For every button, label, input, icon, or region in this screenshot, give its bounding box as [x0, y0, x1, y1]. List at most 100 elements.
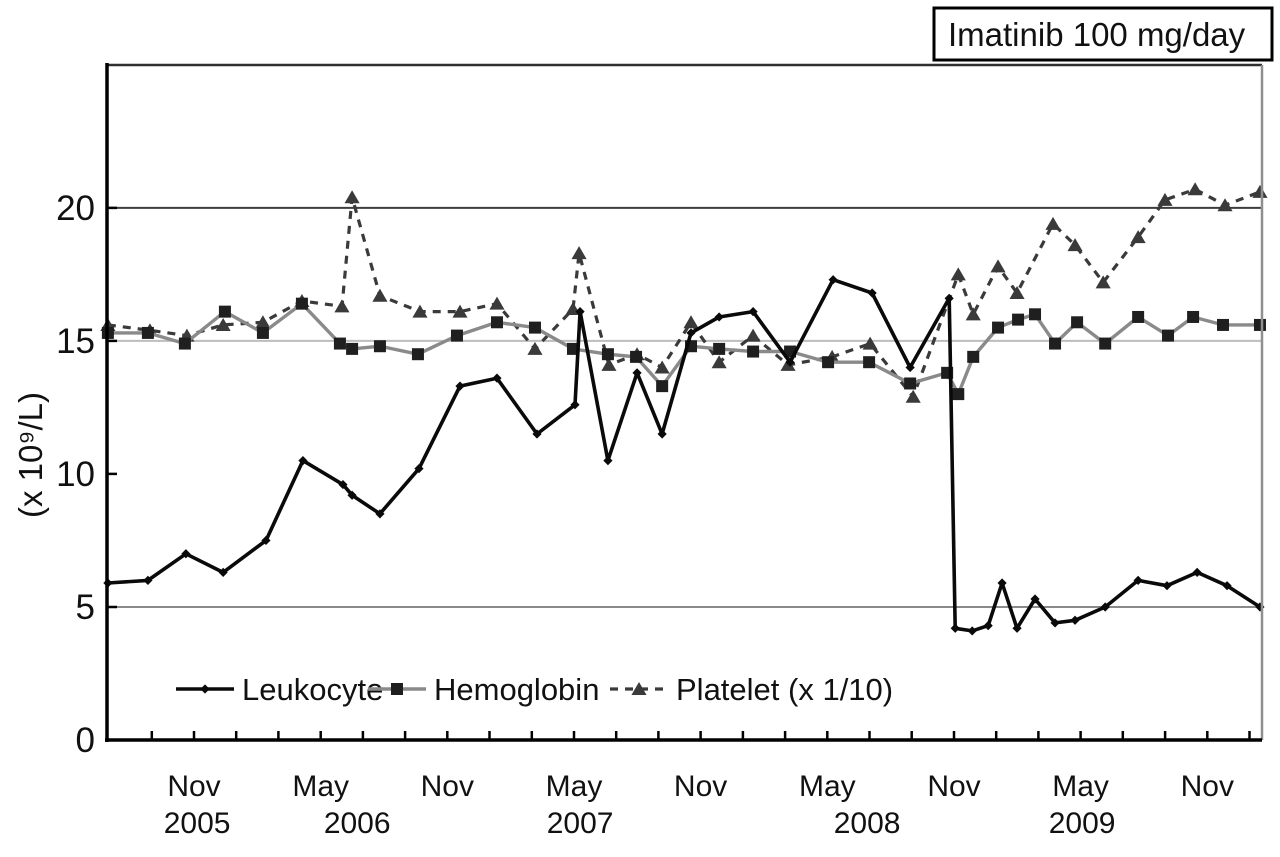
hemoglobin-point — [601, 348, 614, 361]
leukocyte-point — [967, 626, 977, 636]
leukocyte-point — [828, 275, 838, 285]
dose-annotation-box: Imatinib 100 mg/day — [932, 6, 1274, 62]
hemoglobin-point — [1012, 313, 1025, 326]
hemoglobin-point — [1029, 308, 1042, 321]
y-tick-label: 10 — [56, 455, 95, 494]
leukocyte-point — [1012, 623, 1022, 633]
hemoglobin-point — [566, 342, 579, 355]
platelet-point — [334, 299, 350, 313]
x-tick-label-month: Nov — [167, 770, 220, 803]
y-tick-label: 5 — [76, 588, 95, 627]
platelet-point — [1045, 216, 1061, 230]
platelet-line — [107, 187, 1261, 399]
leukocyte-point — [1162, 581, 1172, 591]
platelet-point — [683, 315, 699, 329]
platelet-point — [711, 355, 727, 369]
x-tick-label-year: 2007 — [547, 807, 614, 840]
platelet-point — [527, 341, 543, 355]
platelet-point — [1157, 192, 1173, 206]
x-tick-label-month: Nov — [927, 770, 980, 803]
hemoglobin-point — [1216, 318, 1229, 331]
x-tick-label-year: 2009 — [1049, 807, 1116, 840]
hemoglobin-point — [747, 345, 760, 358]
hemoglobin-point — [1071, 316, 1084, 329]
leukocyte-point — [997, 578, 1007, 588]
leukocyte-point — [575, 307, 585, 317]
platelet-point — [1252, 184, 1268, 198]
x-tick-label-month: Nov — [674, 770, 727, 803]
hemoglobin-point — [952, 388, 965, 401]
series-leukocyte — [103, 275, 1265, 636]
legend-sample-marker — [200, 684, 210, 694]
hemoglobin-point — [373, 340, 386, 353]
leukocyte-point — [785, 357, 795, 367]
hemoglobin-point — [630, 350, 643, 363]
platelet-point — [255, 315, 271, 329]
x-tick-label-year: 2008 — [834, 807, 901, 840]
platelet-point — [1187, 182, 1203, 196]
hemoglobin-point — [411, 348, 424, 361]
platelet-point — [905, 389, 921, 403]
hemoglobin-point — [822, 356, 835, 369]
hemoglobin-point — [218, 305, 231, 318]
leukocyte-line — [107, 277, 1261, 633]
y-axis-title: (x 10⁹/L) — [12, 392, 49, 518]
hemoglobin-point — [863, 356, 876, 369]
hemoglobin-point — [295, 297, 308, 310]
platelet-point — [601, 357, 617, 371]
platelet-point — [489, 296, 505, 310]
platelet-point — [1067, 238, 1083, 252]
legend-label: Platelet (x 1/10) — [676, 672, 893, 707]
platelet-point — [1009, 286, 1025, 300]
hemoglobin-point — [1162, 329, 1175, 342]
series-platelet — [100, 182, 1268, 403]
platelet-point — [990, 259, 1006, 273]
platelet-point — [344, 190, 360, 204]
leukocyte-point — [218, 567, 228, 577]
dose-box-border — [932, 6, 1274, 62]
x-tick-label-month: May — [1052, 770, 1109, 803]
platelet-point — [1095, 275, 1111, 289]
hemoglobin-point — [904, 377, 917, 390]
hemoglobin-point — [490, 316, 503, 329]
platelet-point — [745, 328, 761, 342]
hemoglobin-point — [450, 329, 463, 342]
y-tick-label: 0 — [76, 721, 95, 760]
platelet-point — [372, 288, 388, 302]
hemoglobin-point — [178, 337, 191, 350]
x-tick-label-year: 2005 — [164, 807, 231, 840]
hemoglobin-point — [1132, 310, 1145, 323]
hemoglobin-point — [141, 326, 154, 339]
leukocyte-point — [1100, 602, 1110, 612]
hemoglobin-point — [346, 342, 359, 355]
leukocyte-point — [181, 549, 191, 559]
leukocyte-point — [1192, 567, 1202, 577]
legend-item-hemoglobin: Hemoglobin — [368, 672, 599, 707]
leukocyte-point — [532, 429, 542, 439]
y-axis: 0 5 10 15 20 — [56, 189, 117, 760]
leukocyte-point — [748, 307, 758, 317]
platelet-point — [452, 304, 468, 318]
x-tick-label-month: Nov — [1181, 770, 1234, 803]
leukocyte-point — [455, 381, 465, 391]
legend: Leukocyte Hemoglobin Platelet (x 1/10) — [176, 672, 893, 707]
leukocyte-point — [1133, 575, 1143, 585]
gridlines — [107, 206, 1262, 608]
leukocyte-point — [143, 575, 153, 585]
legend-item-platelet: Platelet (x 1/10) — [610, 672, 893, 707]
hemoglobin-point — [333, 337, 346, 350]
x-tick-label-year: 2006 — [324, 807, 391, 840]
hemoglobin-point — [256, 326, 269, 339]
x-tick-label-month: May — [546, 770, 603, 803]
platelet-point — [950, 267, 966, 281]
leukocyte-point — [950, 623, 960, 633]
leukocyte-point — [492, 373, 502, 383]
leukocyte-point — [905, 362, 915, 373]
platelet-point — [571, 246, 587, 260]
legend-sample-marker — [391, 683, 403, 695]
platelet-point — [1130, 230, 1146, 244]
x-axis: Nov May Nov May Nov May Nov May Nov 2005 2006 2007 2… — [150, 731, 1251, 840]
leukocyte-point — [1030, 594, 1040, 604]
legend-item-leukocyte: Leukocyte — [176, 672, 383, 707]
